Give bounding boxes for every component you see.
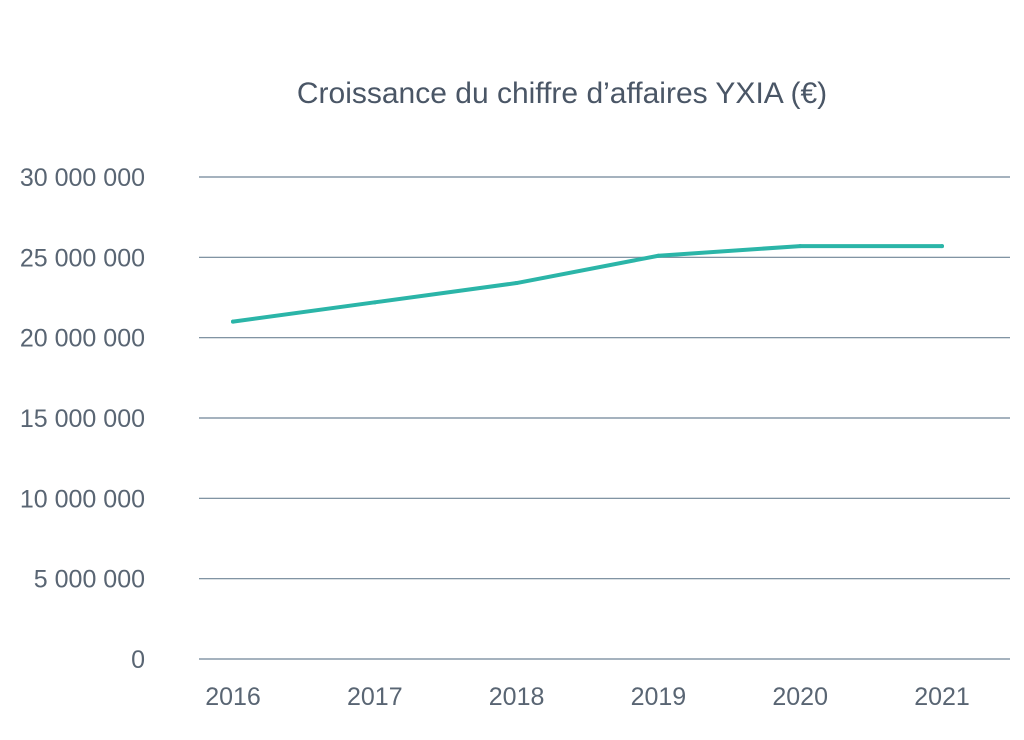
y-tick-label: 0 <box>131 646 145 674</box>
x-tick-label: 2020 <box>772 683 828 711</box>
x-tick-label: 2021 <box>914 683 970 711</box>
y-tick-label: 25 000 000 <box>20 244 145 272</box>
data-point <box>798 244 803 249</box>
x-tick-label: 2016 <box>205 683 261 711</box>
data-point <box>514 281 519 286</box>
x-tick-label: 2017 <box>347 683 403 711</box>
data-point <box>940 244 944 249</box>
x-axis-tick-labels: 2016 2017 2018 2019 2020 2021 <box>205 683 970 711</box>
y-tick-label: 10 000 000 <box>20 485 145 513</box>
chart-title: Croissance du chiffre d’affaires YXIA (€… <box>297 77 827 110</box>
y-tick-label: 5 000 000 <box>34 566 145 594</box>
series-layer <box>231 244 944 324</box>
x-tick-label: 2018 <box>489 683 545 711</box>
y-axis-tick-labels: 0 5 000 000 10 000 000 15 000 000 20 000 000… <box>20 164 145 674</box>
y-tick-label: 15 000 000 <box>20 405 145 433</box>
data-point <box>372 300 377 305</box>
x-tick-label: 2019 <box>631 683 687 711</box>
y-tick-label: 30 000 000 <box>20 164 145 192</box>
data-point <box>231 319 235 324</box>
series-line <box>231 244 944 324</box>
data-point <box>656 253 661 258</box>
y-tick-label: 20 000 000 <box>20 325 145 353</box>
gridlines <box>199 176 1010 660</box>
